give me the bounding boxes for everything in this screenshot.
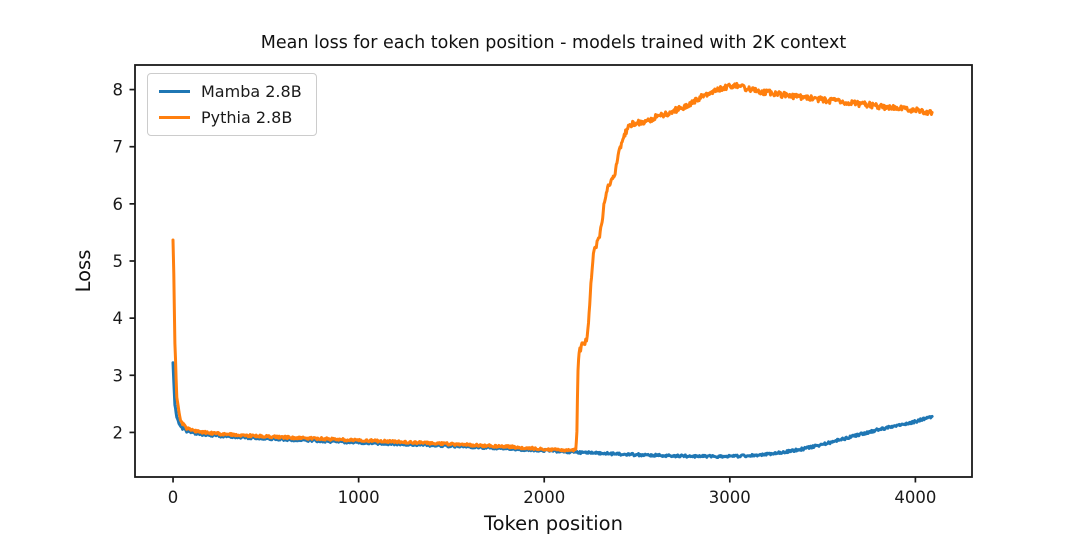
y-tick-label: 3 (113, 366, 124, 385)
x-tick-label: 2000 (523, 488, 565, 507)
pythia-line-swatch-icon (159, 116, 190, 119)
mamba-line-swatch-icon (159, 90, 190, 93)
x-axis-label: Token position (484, 512, 623, 535)
x-tick-label: 0 (168, 488, 179, 507)
x-tick-label: 4000 (894, 488, 936, 507)
x-tick-label: 1000 (338, 488, 380, 507)
x-tick-label: 3000 (709, 488, 751, 507)
y-tick-label: 8 (113, 81, 124, 100)
y-axis-label: Loss (72, 249, 95, 293)
y-tick-label: 6 (113, 195, 124, 214)
plot-border (134, 64, 973, 478)
y-tick-label: 2 (113, 423, 124, 442)
y-tick-label: 7 (113, 138, 124, 157)
legend-item-pythia: Pythia 2.8B (159, 108, 302, 127)
series-line-mamba-2-8b (171, 361, 934, 459)
legend-item-mamba: Mamba 2.8B (159, 82, 302, 101)
y-tick-label: 4 (113, 309, 124, 328)
legend: Mamba 2.8B Pythia 2.8B (147, 73, 317, 136)
series-line-pythia-2-8b (171, 81, 934, 453)
legend-label-mamba: Mamba 2.8B (201, 82, 302, 101)
legend-label-pythia: Pythia 2.8B (201, 108, 293, 127)
y-tick-label: 5 (113, 252, 124, 271)
chart-title: Mean loss for each token position - mode… (260, 33, 847, 53)
